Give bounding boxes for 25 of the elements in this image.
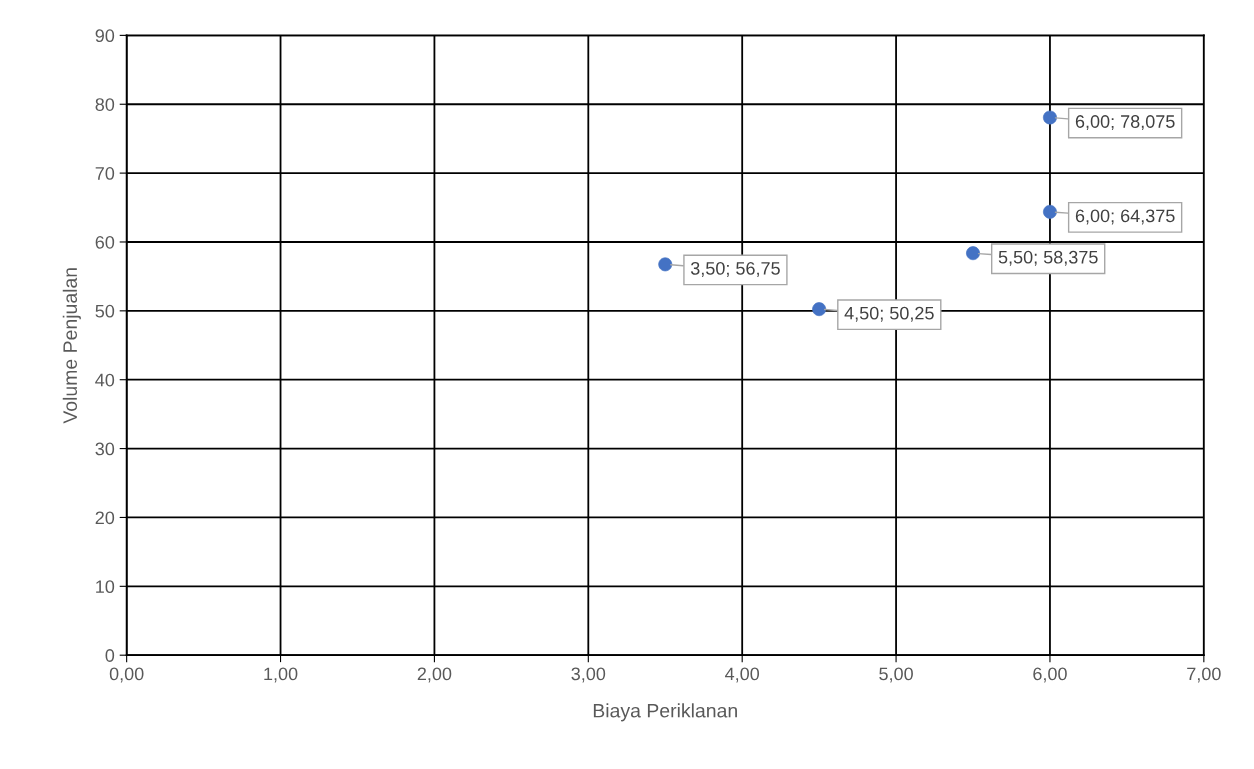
y-tick-label: 60 bbox=[95, 235, 115, 249]
x-tick-label: 5,00 bbox=[879, 667, 913, 683]
data-label: 3,50; 56,75 bbox=[690, 261, 780, 277]
x-tick-label: 7,00 bbox=[1187, 667, 1221, 683]
x-tick-label: 2,00 bbox=[417, 667, 452, 683]
data-label: 6,00; 78,075 bbox=[1075, 115, 1175, 131]
x-axis-title: Biaya Periklanan bbox=[593, 703, 737, 722]
x-tick-label: 1,00 bbox=[264, 667, 298, 683]
x-tick-label: 0,00 bbox=[109, 667, 144, 683]
data-label: 6,00; 64,375 bbox=[1075, 209, 1175, 225]
y-tick-label: 70 bbox=[95, 167, 115, 180]
y-tick-label: 80 bbox=[95, 98, 115, 111]
x-tick-label: 6,00 bbox=[1033, 667, 1067, 683]
y-tick-label: 10 bbox=[96, 580, 115, 594]
y-tick-label: 20 bbox=[95, 511, 115, 525]
data-label: 4,50; 50,25 bbox=[844, 306, 934, 322]
data-label: 5,50; 58,375 bbox=[998, 250, 1098, 266]
x-tick-label: 3,00 bbox=[571, 667, 606, 683]
y-tick-label: 90 bbox=[95, 29, 115, 43]
y-tick-label: 0 bbox=[105, 649, 115, 662]
y-tick-label: 40 bbox=[95, 373, 115, 387]
y-tick-label: 50 bbox=[95, 304, 115, 318]
y-axis-title: Volume Penjualan bbox=[62, 268, 81, 424]
y-tick-label: 30 bbox=[95, 442, 115, 456]
x-tick-label: 4,00 bbox=[725, 667, 760, 683]
